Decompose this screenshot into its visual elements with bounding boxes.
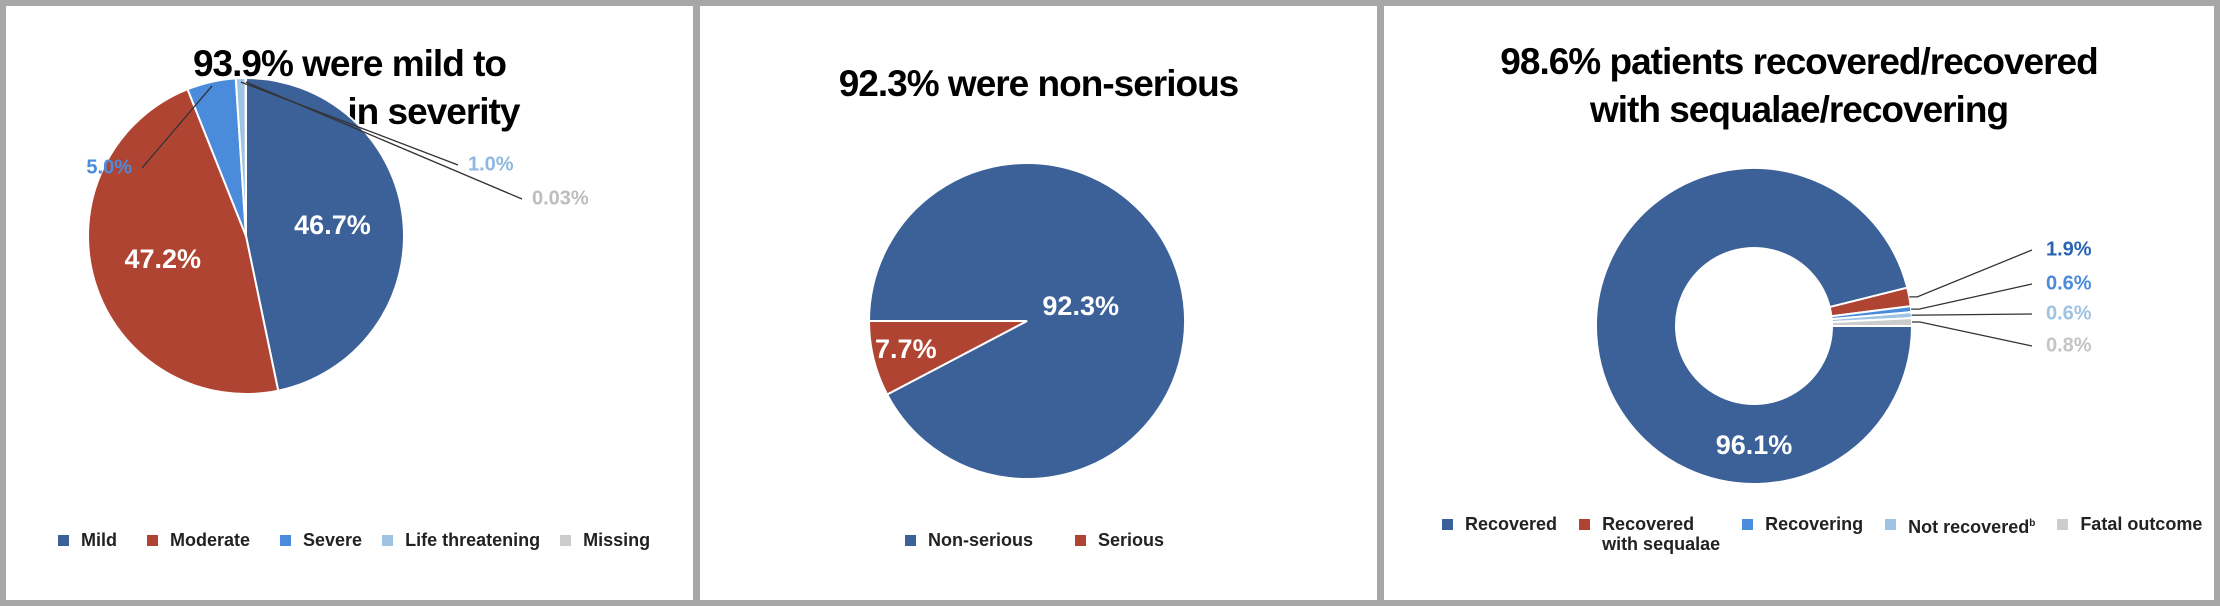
legend-item-fatal-outcome: Fatal outcome bbox=[2057, 514, 2202, 534]
data-label-serious: 7.7% bbox=[875, 334, 937, 364]
legend-swatch-fatal-outcome bbox=[2057, 519, 2069, 530]
outcome-donut-chart: 96.1% 1.9% 0.6% 0.6% 0.8% bbox=[1595, 167, 2092, 485]
legend-label-moderate: Moderate bbox=[170, 530, 251, 550]
legend-label-recovered-with-sequalae: Recovered with sequalae bbox=[1602, 514, 1720, 554]
data-label-missing: 0.03% bbox=[532, 187, 589, 209]
legend-item-not-recovered: Not recoveredb bbox=[1885, 514, 2035, 537]
legend-item-severe: Severe bbox=[280, 530, 362, 550]
legend-label-recovered-with-sequalae-line-1: Recovered bbox=[1602, 514, 1695, 534]
panel-severity: 93.9% were mild to moderate in severity … bbox=[6, 6, 693, 600]
data-label-recovering: 0.6% bbox=[2046, 272, 2092, 294]
leader-line-recovering bbox=[1911, 283, 2033, 310]
legend-item-life-threatening: Life threatening bbox=[382, 530, 540, 550]
panel-outcome: 98.6% patients recovered/recovered with … bbox=[1384, 6, 2214, 600]
legend-label-missing: Missing bbox=[583, 530, 651, 550]
legend-swatch-missing bbox=[560, 535, 572, 546]
legend-swatch-life-threatening bbox=[382, 535, 394, 546]
outcome-title: 98.6% patients recovered/recovered with … bbox=[1384, 38, 2214, 134]
slice-serious bbox=[867, 320, 1028, 396]
leader-line-missing bbox=[245, 81, 523, 200]
legend-label-fatal-outcome: Fatal outcome bbox=[2080, 514, 2203, 534]
legend-swatch-recovered bbox=[1442, 519, 1453, 530]
slice-moderate bbox=[87, 87, 280, 395]
legend-swatch-recovered-with-sequalae bbox=[1579, 519, 1591, 530]
legend-label-life-threatening: Life threatening bbox=[405, 530, 541, 550]
legend-swatch-recovering bbox=[1742, 519, 1754, 530]
data-label-severe: 5.0% bbox=[86, 156, 132, 178]
legend-label-severe: Severe bbox=[303, 530, 363, 550]
legend-item-moderate: Moderate bbox=[147, 530, 250, 550]
legend-label-recovered-with-sequalae-line-2: with sequalae bbox=[1602, 534, 1721, 554]
data-label-recovered-with-sequalae: 1.9% bbox=[2046, 238, 2092, 260]
severity-legend: Mild Moderate Severe Life threatening Mi… bbox=[58, 530, 650, 550]
legend-item-non-serious: Non-serious bbox=[905, 530, 1033, 550]
legend-label-non-serious: Non-serious bbox=[928, 530, 1034, 550]
data-label-moderate: 47.2% bbox=[125, 244, 202, 274]
data-label-fatal-outcome: 0.8% bbox=[2046, 334, 2092, 356]
slice-recovered bbox=[1595, 167, 1914, 485]
legend-swatch-moderate bbox=[147, 535, 158, 546]
legend-label-mild: Mild bbox=[81, 530, 117, 550]
data-label-mild: 46.7% bbox=[294, 210, 371, 240]
legend-swatch-mild bbox=[58, 535, 69, 546]
legend-label-not-recovered: Not recoveredb bbox=[1908, 514, 2035, 537]
legend-label-not-recovered-footnote: b bbox=[2029, 518, 2036, 529]
legend-item-recovered: Recovered bbox=[1442, 514, 1557, 534]
legend-label-serious: Serious bbox=[1098, 530, 1165, 550]
legend-swatch-severe bbox=[280, 535, 292, 546]
leader-line-fatal-outcome bbox=[1911, 321, 2033, 347]
legend-label-not-recovered-text: Not recovered bbox=[1908, 517, 2030, 537]
legend-item-recovered-with-sequalae: Recovered with sequalae bbox=[1579, 514, 1720, 554]
legend-swatch-not-recovered bbox=[1885, 519, 1897, 530]
leader-line-not-recovered bbox=[1911, 313, 2033, 316]
legend-label-recovering: Recovering bbox=[1765, 514, 1864, 534]
leader-line-severe bbox=[141, 85, 213, 169]
seriousness-title-line-1: 92.3% were non-serious bbox=[838, 63, 1240, 104]
seriousness-pie-chart: 92.3% 7.7% bbox=[867, 162, 1186, 480]
data-label-not-recovered: 0.6% bbox=[2046, 302, 2092, 324]
leader-line-recovered-with-sequalae bbox=[1909, 249, 2033, 298]
legend-swatch-non-serious bbox=[905, 535, 916, 546]
severity-pie-chart: 46.7% 47.2% 5.0% 1.0% 0.03% bbox=[86, 76, 589, 395]
slice-fatal-outcome bbox=[1830, 317, 1914, 327]
data-label-non-serious: 92.3% bbox=[1042, 291, 1119, 321]
outcome-legend: Recovered Recovered with sequalae Recove… bbox=[1442, 514, 2202, 554]
outcome-title-line-2: with sequalae/recovering bbox=[1589, 89, 2009, 130]
seriousness-legend: Non-serious Serious bbox=[905, 530, 1164, 550]
legend-item-missing: Missing bbox=[560, 530, 650, 550]
legend-item-mild: Mild bbox=[58, 530, 117, 550]
slice-mild bbox=[245, 76, 405, 392]
seriousness-title: 92.3% were non-serious bbox=[700, 60, 1377, 108]
legend-item-recovering: Recovering bbox=[1742, 514, 1863, 534]
data-label-life-threatening: 1.0% bbox=[468, 153, 514, 175]
legend-swatch-serious bbox=[1075, 535, 1087, 546]
panel-seriousness: 92.3% were non-serious 92.3% 7.7% Non-ser… bbox=[700, 6, 1377, 600]
outcome-title-line-1: 98.6% patients recovered/recovered bbox=[1500, 41, 2098, 82]
legend-label-recovered: Recovered bbox=[1465, 514, 1558, 534]
data-label-recovered: 96.1% bbox=[1716, 430, 1793, 460]
legend-item-serious: Serious bbox=[1075, 530, 1164, 550]
